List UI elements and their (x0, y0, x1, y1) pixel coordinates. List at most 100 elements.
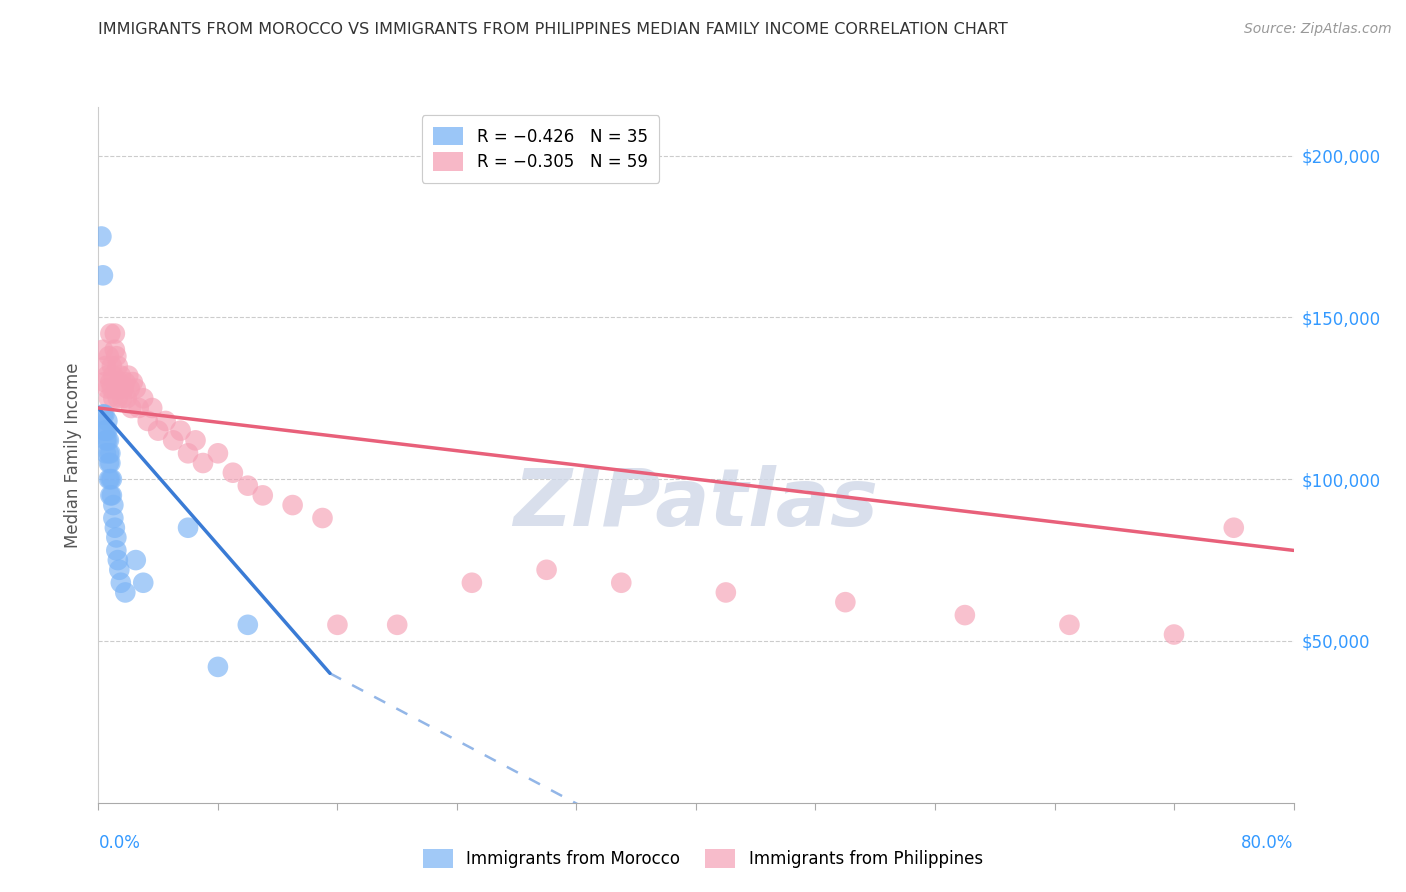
Point (141, 401, 163, 415)
Point (97, 434, 120, 448)
Point (118, 382, 141, 396)
Point (125, 382, 148, 396)
Point (112, 382, 135, 396)
Legend: R = −0.426   N = 35, R = −0.305   N = 59: R = −0.426 N = 35, R = −0.305 N = 59 (422, 115, 659, 183)
Point (128, 401, 150, 415)
Point (207, 660, 229, 674)
Point (252, 488, 274, 502)
Point (177, 446, 200, 460)
Point (103, 368, 125, 383)
Point (834, 595, 856, 609)
Point (169, 424, 191, 438)
Point (461, 575, 484, 590)
Point (105, 382, 128, 396)
Point (103, 392, 125, 406)
Point (94, 434, 117, 448)
Point (155, 414, 177, 428)
Text: Source: ZipAtlas.com: Source: ZipAtlas.com (1244, 22, 1392, 37)
Point (94, 359, 117, 373)
Point (110, 575, 132, 590)
Point (610, 575, 633, 590)
Point (236, 617, 259, 632)
Y-axis label: Median Family Income: Median Family Income (65, 362, 83, 548)
Point (103, 498, 125, 512)
Point (114, 375, 136, 389)
Point (114, 585, 136, 599)
Point (105, 531, 128, 545)
Point (385, 617, 409, 632)
Point (281, 498, 304, 512)
Point (91, 343, 114, 357)
Point (108, 375, 131, 389)
Point (97, 392, 120, 406)
Point (184, 434, 207, 448)
Point (136, 414, 159, 428)
Point (91, 408, 114, 422)
Point (100, 326, 122, 341)
Point (100, 456, 122, 470)
Point (117, 368, 139, 383)
Point (177, 521, 200, 535)
Point (1223, 521, 1246, 535)
Point (121, 375, 143, 389)
Point (97, 446, 120, 460)
Point (100, 488, 122, 502)
Point (236, 478, 259, 492)
Point (94, 446, 117, 460)
Point (115, 392, 138, 406)
Point (100, 375, 122, 389)
Point (105, 349, 128, 363)
Point (714, 585, 737, 599)
Point (101, 382, 124, 396)
Point (125, 553, 148, 567)
Point (96, 414, 118, 428)
Point (93, 408, 115, 422)
Point (1163, 627, 1185, 641)
Point (104, 326, 127, 341)
Point (90, 229, 112, 244)
Point (1059, 617, 1081, 632)
Point (94, 424, 117, 438)
Point (97, 456, 120, 470)
Point (97, 349, 120, 363)
Point (132, 392, 155, 406)
Point (110, 382, 132, 396)
Point (104, 521, 127, 535)
Point (207, 446, 229, 460)
Point (96, 434, 118, 448)
Point (104, 343, 127, 357)
Point (105, 543, 128, 558)
Legend: Immigrants from Morocco, Immigrants from Philippines: Immigrants from Morocco, Immigrants from… (416, 843, 990, 875)
Point (536, 563, 558, 577)
Point (107, 553, 129, 567)
Point (110, 368, 132, 383)
Text: 80.0%: 80.0% (1241, 834, 1294, 852)
Point (120, 401, 142, 415)
Point (132, 575, 155, 590)
Point (96, 382, 118, 396)
Text: ZIPatlas: ZIPatlas (513, 465, 879, 542)
Point (222, 466, 245, 480)
Point (101, 359, 124, 373)
Point (96, 424, 118, 438)
Point (108, 563, 131, 577)
Point (107, 392, 129, 406)
Point (101, 488, 124, 502)
Text: IMMIGRANTS FROM MOROCCO VS IMMIGRANTS FROM PHILIPPINES MEDIAN FAMILY INCOME CORR: IMMIGRANTS FROM MOROCCO VS IMMIGRANTS FR… (98, 22, 1008, 37)
Point (162, 434, 184, 448)
Point (148, 424, 170, 438)
Point (953, 608, 976, 623)
Point (100, 446, 122, 460)
Point (93, 375, 115, 389)
Point (100, 472, 122, 486)
Text: 0.0%: 0.0% (98, 834, 141, 852)
Point (97, 472, 120, 486)
Point (103, 511, 125, 525)
Point (326, 617, 349, 632)
Point (107, 359, 129, 373)
Point (91, 268, 114, 283)
Point (111, 392, 134, 406)
Point (93, 424, 115, 438)
Point (191, 456, 214, 470)
Point (101, 472, 124, 486)
